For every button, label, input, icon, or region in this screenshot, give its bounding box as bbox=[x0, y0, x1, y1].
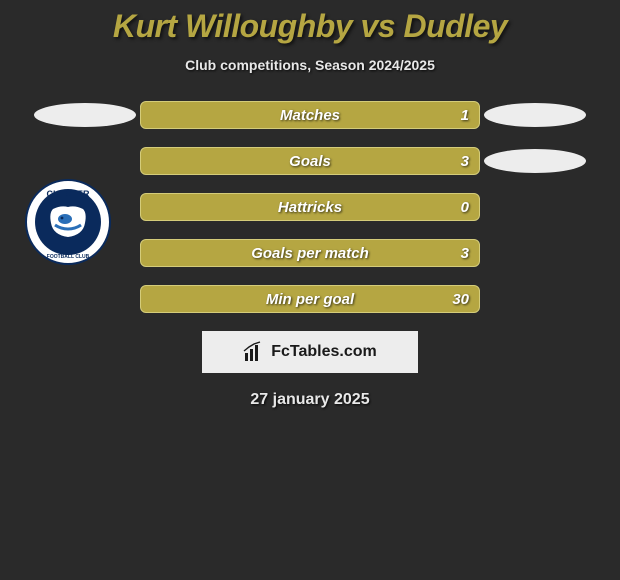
stat-label: Goals per match bbox=[141, 245, 479, 262]
stat-value: 3 bbox=[461, 153, 469, 170]
bar-chart-icon bbox=[243, 341, 265, 363]
avatar-placeholder bbox=[484, 149, 586, 173]
stat-label: Min per goal bbox=[141, 291, 479, 308]
stat-label: Goals bbox=[141, 153, 479, 170]
stat-value: 0 bbox=[461, 199, 469, 216]
right-slot bbox=[480, 149, 590, 173]
stat-bar: Goals 3 bbox=[140, 147, 480, 175]
stat-bar: Goals per match 3 bbox=[140, 239, 480, 267]
brand-label: FcTables.com bbox=[271, 343, 377, 361]
stat-value: 3 bbox=[461, 245, 469, 262]
club-badge: CHESTER FOOTBALL CLUB bbox=[18, 178, 118, 266]
stat-value: 30 bbox=[452, 291, 469, 308]
date-label: 27 january 2025 bbox=[0, 391, 620, 409]
page-title: Kurt Willoughby vs Dudley bbox=[0, 0, 620, 45]
chester-badge-icon: CHESTER FOOTBALL CLUB bbox=[25, 179, 111, 265]
stat-row: Matches 1 bbox=[0, 101, 620, 129]
stat-label: Hattricks bbox=[141, 199, 479, 216]
avatar-placeholder bbox=[484, 103, 586, 127]
avatar-placeholder bbox=[34, 103, 136, 127]
right-slot bbox=[480, 103, 590, 127]
stat-row: Goals 3 bbox=[0, 147, 620, 175]
stat-bar: Hattricks 0 bbox=[140, 193, 480, 221]
subtitle: Club competitions, Season 2024/2025 bbox=[0, 57, 620, 73]
stat-label: Matches bbox=[141, 107, 479, 124]
stat-row: Min per goal 30 bbox=[0, 285, 620, 313]
stat-value: 1 bbox=[461, 107, 469, 124]
svg-text:FOOTBALL CLUB: FOOTBALL CLUB bbox=[47, 254, 90, 260]
left-slot bbox=[30, 103, 140, 127]
brand-box[interactable]: FcTables.com bbox=[202, 331, 418, 373]
stat-bar: Min per goal 30 bbox=[140, 285, 480, 313]
stat-bar: Matches 1 bbox=[140, 101, 480, 129]
svg-text:CHESTER: CHESTER bbox=[46, 189, 90, 199]
